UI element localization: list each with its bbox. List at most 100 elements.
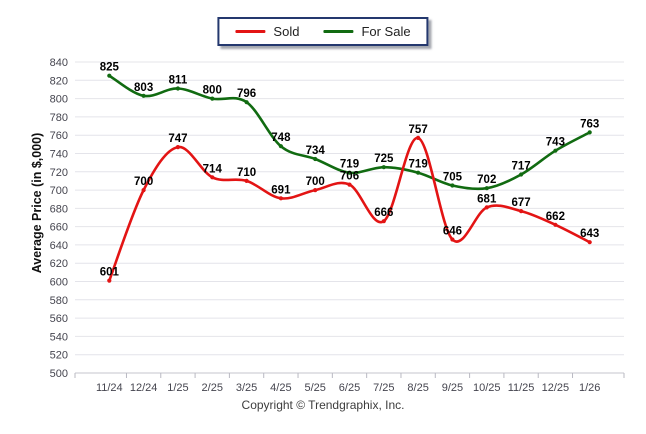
data-label-for-sale: 734 [306, 145, 326, 157]
data-label-sold: 643 [580, 228, 599, 240]
series-point-for-sale [347, 170, 352, 175]
legend: Sold For Sale [217, 17, 429, 46]
x-tick-label: 2/25 [202, 382, 223, 394]
series-point-sold [416, 135, 421, 140]
y-tick-label: 700 [50, 185, 68, 197]
data-label-sold: 677 [511, 197, 530, 209]
y-tick-label: 620 [50, 258, 68, 270]
data-label-sold: 646 [443, 225, 462, 237]
y-tick-label: 800 [50, 94, 68, 106]
series-point-sold [381, 219, 386, 224]
series-point-sold [450, 237, 455, 242]
data-label-sold: 662 [546, 211, 565, 223]
y-tick-label: 660 [50, 222, 68, 234]
series-point-for-sale [484, 186, 489, 191]
series-point-for-sale [175, 86, 180, 91]
data-label-sold: 706 [340, 171, 359, 183]
series-point-sold [244, 178, 249, 183]
series-point-sold [278, 196, 283, 201]
y-tick-label: 600 [50, 277, 68, 289]
data-label-sold: 666 [374, 207, 393, 219]
y-tick-label: 740 [50, 149, 68, 161]
x-tick-label: 5/25 [304, 382, 325, 394]
x-tick-label: 10/25 [473, 382, 501, 394]
series-point-for-sale [278, 144, 283, 149]
series-point-sold [519, 209, 524, 214]
y-tick-label: 840 [50, 57, 68, 69]
y-tick-label: 520 [50, 350, 68, 362]
data-label-for-sale: 719 [409, 159, 428, 171]
series-point-for-sale [313, 156, 318, 162]
x-tick-label: 7/25 [373, 382, 394, 394]
series-point-sold [210, 175, 215, 180]
x-tick-label: 11/24 [96, 382, 123, 394]
y-tick-label: 640 [50, 240, 68, 252]
legend-label-for-sale: For Sale [361, 24, 411, 39]
series-point-for-sale [210, 96, 215, 101]
series-point-for-sale [141, 93, 146, 98]
x-tick-label: 1/25 [167, 382, 188, 394]
data-label-for-sale: 803 [134, 82, 153, 94]
x-tick-label: 3/25 [236, 382, 257, 394]
legend-item-for-sale: For Sale [323, 24, 411, 39]
data-label-sold: 700 [306, 176, 325, 188]
x-tick-label: 9/25 [442, 382, 463, 394]
data-label-for-sale: 705 [443, 171, 463, 183]
data-label-sold: 681 [477, 193, 497, 205]
data-label-for-sale: 702 [477, 174, 496, 186]
series-point-sold [587, 240, 592, 245]
y-tick-label: 780 [50, 112, 68, 124]
data-label-sold: 601 [100, 267, 120, 279]
x-tick-label: 11/25 [508, 382, 535, 394]
data-label-sold: 757 [409, 124, 428, 136]
series-point-for-sale [519, 172, 524, 177]
series-point-sold [484, 205, 489, 210]
data-label-for-sale: 743 [546, 137, 565, 149]
data-label-for-sale: 717 [511, 161, 530, 173]
series-line-sold [108, 136, 591, 282]
y-tick-label: 720 [50, 167, 68, 179]
y-tick-label: 560 [50, 313, 68, 325]
sold-line-swatch-icon [235, 30, 266, 33]
data-label-for-sale: 811 [169, 75, 188, 87]
data-label-for-sale: 763 [580, 118, 599, 130]
data-label-sold: 714 [203, 163, 223, 175]
copyright-text: Copyright © Trendgraphix, Inc. [241, 398, 405, 412]
data-label-sold: 700 [134, 176, 153, 188]
y-tick-label: 680 [50, 203, 68, 215]
series-point-sold [141, 188, 146, 193]
y-tick-label: 580 [50, 295, 68, 307]
for-sale-line-swatch-icon [323, 30, 354, 33]
series-point-for-sale [450, 183, 455, 188]
series-point-for-sale [107, 73, 112, 78]
x-tick-label: 12/24 [130, 382, 158, 394]
data-label-for-sale: 719 [340, 159, 359, 171]
y-tick-label: 760 [50, 130, 68, 142]
legend-item-sold: Sold [235, 24, 299, 39]
series-point-for-sale [553, 148, 558, 153]
x-tick-label: 8/25 [407, 382, 428, 394]
data-label-for-sale: 748 [271, 132, 291, 144]
y-tick-label: 540 [50, 331, 68, 343]
series-point-for-sale [244, 100, 249, 105]
series-point-for-sale [587, 130, 592, 135]
x-tick-label: 1/26 [579, 382, 600, 394]
data-label-for-sale: 725 [374, 153, 394, 165]
data-label-for-sale: 796 [237, 88, 256, 100]
data-label-for-sale: 825 [100, 62, 120, 74]
data-label-for-sale: 800 [203, 85, 222, 97]
x-tick-label: 6/25 [339, 382, 360, 394]
x-tick-label: 4/25 [270, 382, 291, 394]
series-point-sold [553, 222, 558, 227]
series-point-for-sale [381, 165, 386, 170]
legend-label-sold: Sold [273, 24, 300, 39]
data-label-sold: 747 [168, 133, 187, 145]
y-tick-label: 500 [50, 368, 68, 380]
series-point-sold [107, 278, 112, 283]
data-label-sold: 691 [271, 184, 291, 196]
series-point-for-sale [416, 170, 421, 175]
y-tick-label: 820 [50, 75, 68, 87]
series-point-sold [313, 188, 318, 193]
